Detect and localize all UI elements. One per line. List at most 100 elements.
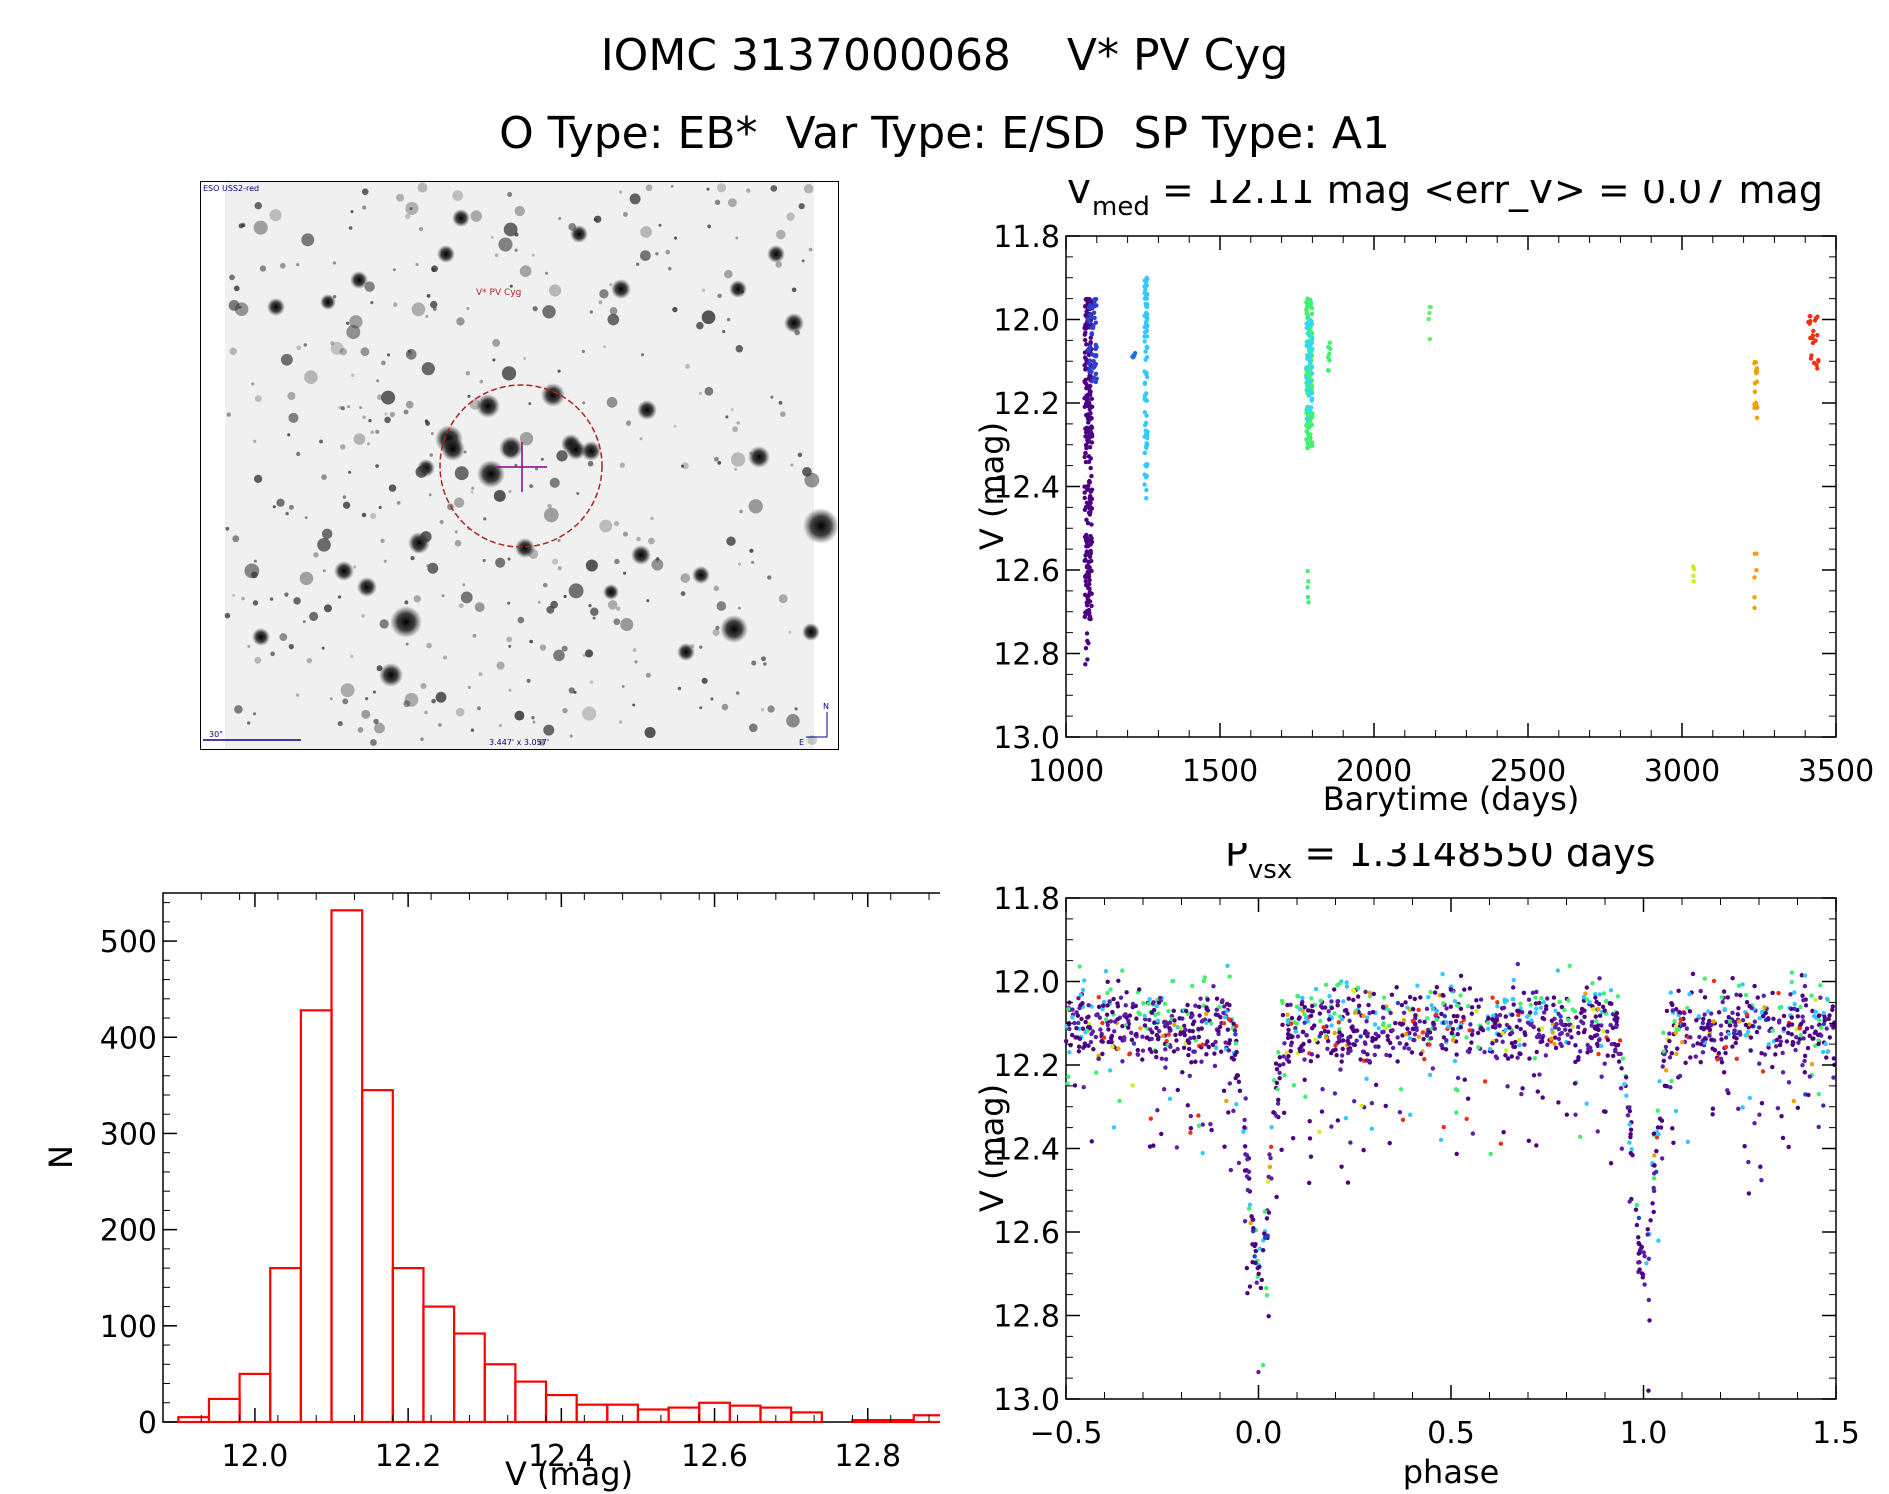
lightcurve-point bbox=[1093, 354, 1099, 359]
phased-point bbox=[1345, 1038, 1350, 1044]
phased-point bbox=[1227, 1038, 1233, 1043]
phased-point bbox=[1407, 1112, 1413, 1118]
phased-point bbox=[1247, 1202, 1253, 1207]
star bbox=[379, 619, 389, 629]
phased-point bbox=[1100, 1003, 1106, 1008]
phased-point bbox=[1809, 993, 1814, 998]
star bbox=[495, 557, 506, 568]
phased-point bbox=[1417, 1019, 1422, 1024]
histogram-bar bbox=[391, 1267, 425, 1424]
star bbox=[424, 710, 428, 715]
star bbox=[353, 433, 366, 445]
phased-point bbox=[1539, 996, 1544, 1001]
lightcurve-point bbox=[1083, 504, 1089, 510]
star bbox=[334, 561, 354, 581]
star bbox=[267, 298, 285, 316]
star bbox=[301, 233, 315, 247]
star bbox=[259, 265, 267, 272]
phased-point bbox=[1688, 1035, 1693, 1040]
phased-point bbox=[1802, 1053, 1808, 1059]
phased-point bbox=[1271, 1110, 1276, 1115]
phased-point bbox=[1188, 1113, 1193, 1119]
phased-point bbox=[1721, 1070, 1727, 1075]
phased-point bbox=[1532, 1055, 1538, 1061]
phased-point bbox=[1678, 1017, 1683, 1022]
phased-point bbox=[1362, 1040, 1368, 1045]
phased-point bbox=[1584, 985, 1590, 990]
phased-point bbox=[1335, 999, 1340, 1004]
phased-point bbox=[1313, 1037, 1319, 1042]
phased-point bbox=[1218, 1049, 1224, 1054]
phased-point bbox=[1668, 990, 1673, 995]
phased-point bbox=[1813, 1029, 1818, 1034]
star bbox=[345, 321, 350, 325]
phased-point bbox=[1177, 1016, 1182, 1021]
phased-point bbox=[1383, 1103, 1388, 1109]
phased-point bbox=[1197, 1004, 1202, 1010]
phased-point bbox=[1490, 1017, 1495, 1022]
phased-point bbox=[1567, 1028, 1573, 1033]
star bbox=[242, 224, 246, 228]
lightcurve-point bbox=[1327, 358, 1332, 363]
phased-point bbox=[1655, 1125, 1661, 1130]
y-tick-label: 300 bbox=[100, 1117, 157, 1152]
phased-point bbox=[1466, 1004, 1471, 1009]
phased-point bbox=[1430, 1006, 1436, 1012]
phased-point bbox=[1351, 1042, 1356, 1047]
phased-point bbox=[1597, 976, 1602, 981]
phased-point bbox=[1142, 1017, 1148, 1022]
star bbox=[528, 402, 532, 406]
phased-point bbox=[1329, 1124, 1334, 1129]
phased-point bbox=[1543, 1006, 1549, 1012]
histogram-bars bbox=[177, 909, 940, 1424]
star bbox=[380, 538, 385, 543]
phased-point bbox=[1716, 1051, 1722, 1056]
star bbox=[269, 597, 274, 601]
lightcurve-point bbox=[1144, 318, 1149, 324]
phased-point bbox=[1428, 989, 1433, 995]
star bbox=[569, 734, 573, 738]
lightcurve-point bbox=[1304, 437, 1309, 442]
star-field bbox=[224, 182, 838, 746]
phased-point bbox=[1189, 1060, 1194, 1065]
lightcurve-point bbox=[1808, 335, 1813, 341]
phased-point bbox=[1599, 1043, 1604, 1049]
lightcurve-point bbox=[1086, 640, 1091, 646]
star bbox=[337, 720, 343, 727]
star bbox=[581, 441, 601, 461]
lightcurve-point bbox=[1142, 396, 1147, 402]
phased-point bbox=[1702, 976, 1707, 981]
star bbox=[304, 370, 318, 384]
phased-point bbox=[1111, 996, 1116, 1002]
phased-point bbox=[1328, 1050, 1334, 1056]
phased-point bbox=[1295, 993, 1300, 999]
lightcurve-point bbox=[1142, 450, 1148, 456]
phased-point bbox=[1804, 1026, 1810, 1031]
star bbox=[378, 505, 382, 509]
histogram-frame bbox=[162, 892, 940, 1423]
phased-point bbox=[1366, 1002, 1371, 1008]
lightcurve-point bbox=[1306, 393, 1312, 398]
phased-point bbox=[1627, 1140, 1632, 1145]
phased-point bbox=[1096, 995, 1101, 1000]
phased-point bbox=[1777, 1018, 1782, 1023]
phased-point bbox=[1149, 1030, 1155, 1035]
star bbox=[685, 363, 691, 369]
phased-point bbox=[1733, 1023, 1738, 1028]
star bbox=[353, 565, 357, 569]
phased-point bbox=[1458, 973, 1464, 978]
phased-point bbox=[1513, 1039, 1518, 1045]
phased-point bbox=[1441, 1001, 1446, 1006]
lightcurve-xlabel: Barytime (days) bbox=[1323, 780, 1580, 818]
phased-point bbox=[1766, 1045, 1771, 1050]
star bbox=[462, 583, 466, 587]
phased-point bbox=[1327, 994, 1332, 999]
star bbox=[619, 462, 625, 468]
phased-point bbox=[1175, 1025, 1180, 1030]
phased-point bbox=[1120, 1023, 1125, 1029]
star bbox=[254, 474, 263, 483]
lightcurve-point bbox=[1325, 368, 1331, 373]
phased-point bbox=[1448, 1004, 1454, 1009]
phased-point bbox=[1503, 1053, 1508, 1058]
phased-point bbox=[1209, 1021, 1214, 1026]
